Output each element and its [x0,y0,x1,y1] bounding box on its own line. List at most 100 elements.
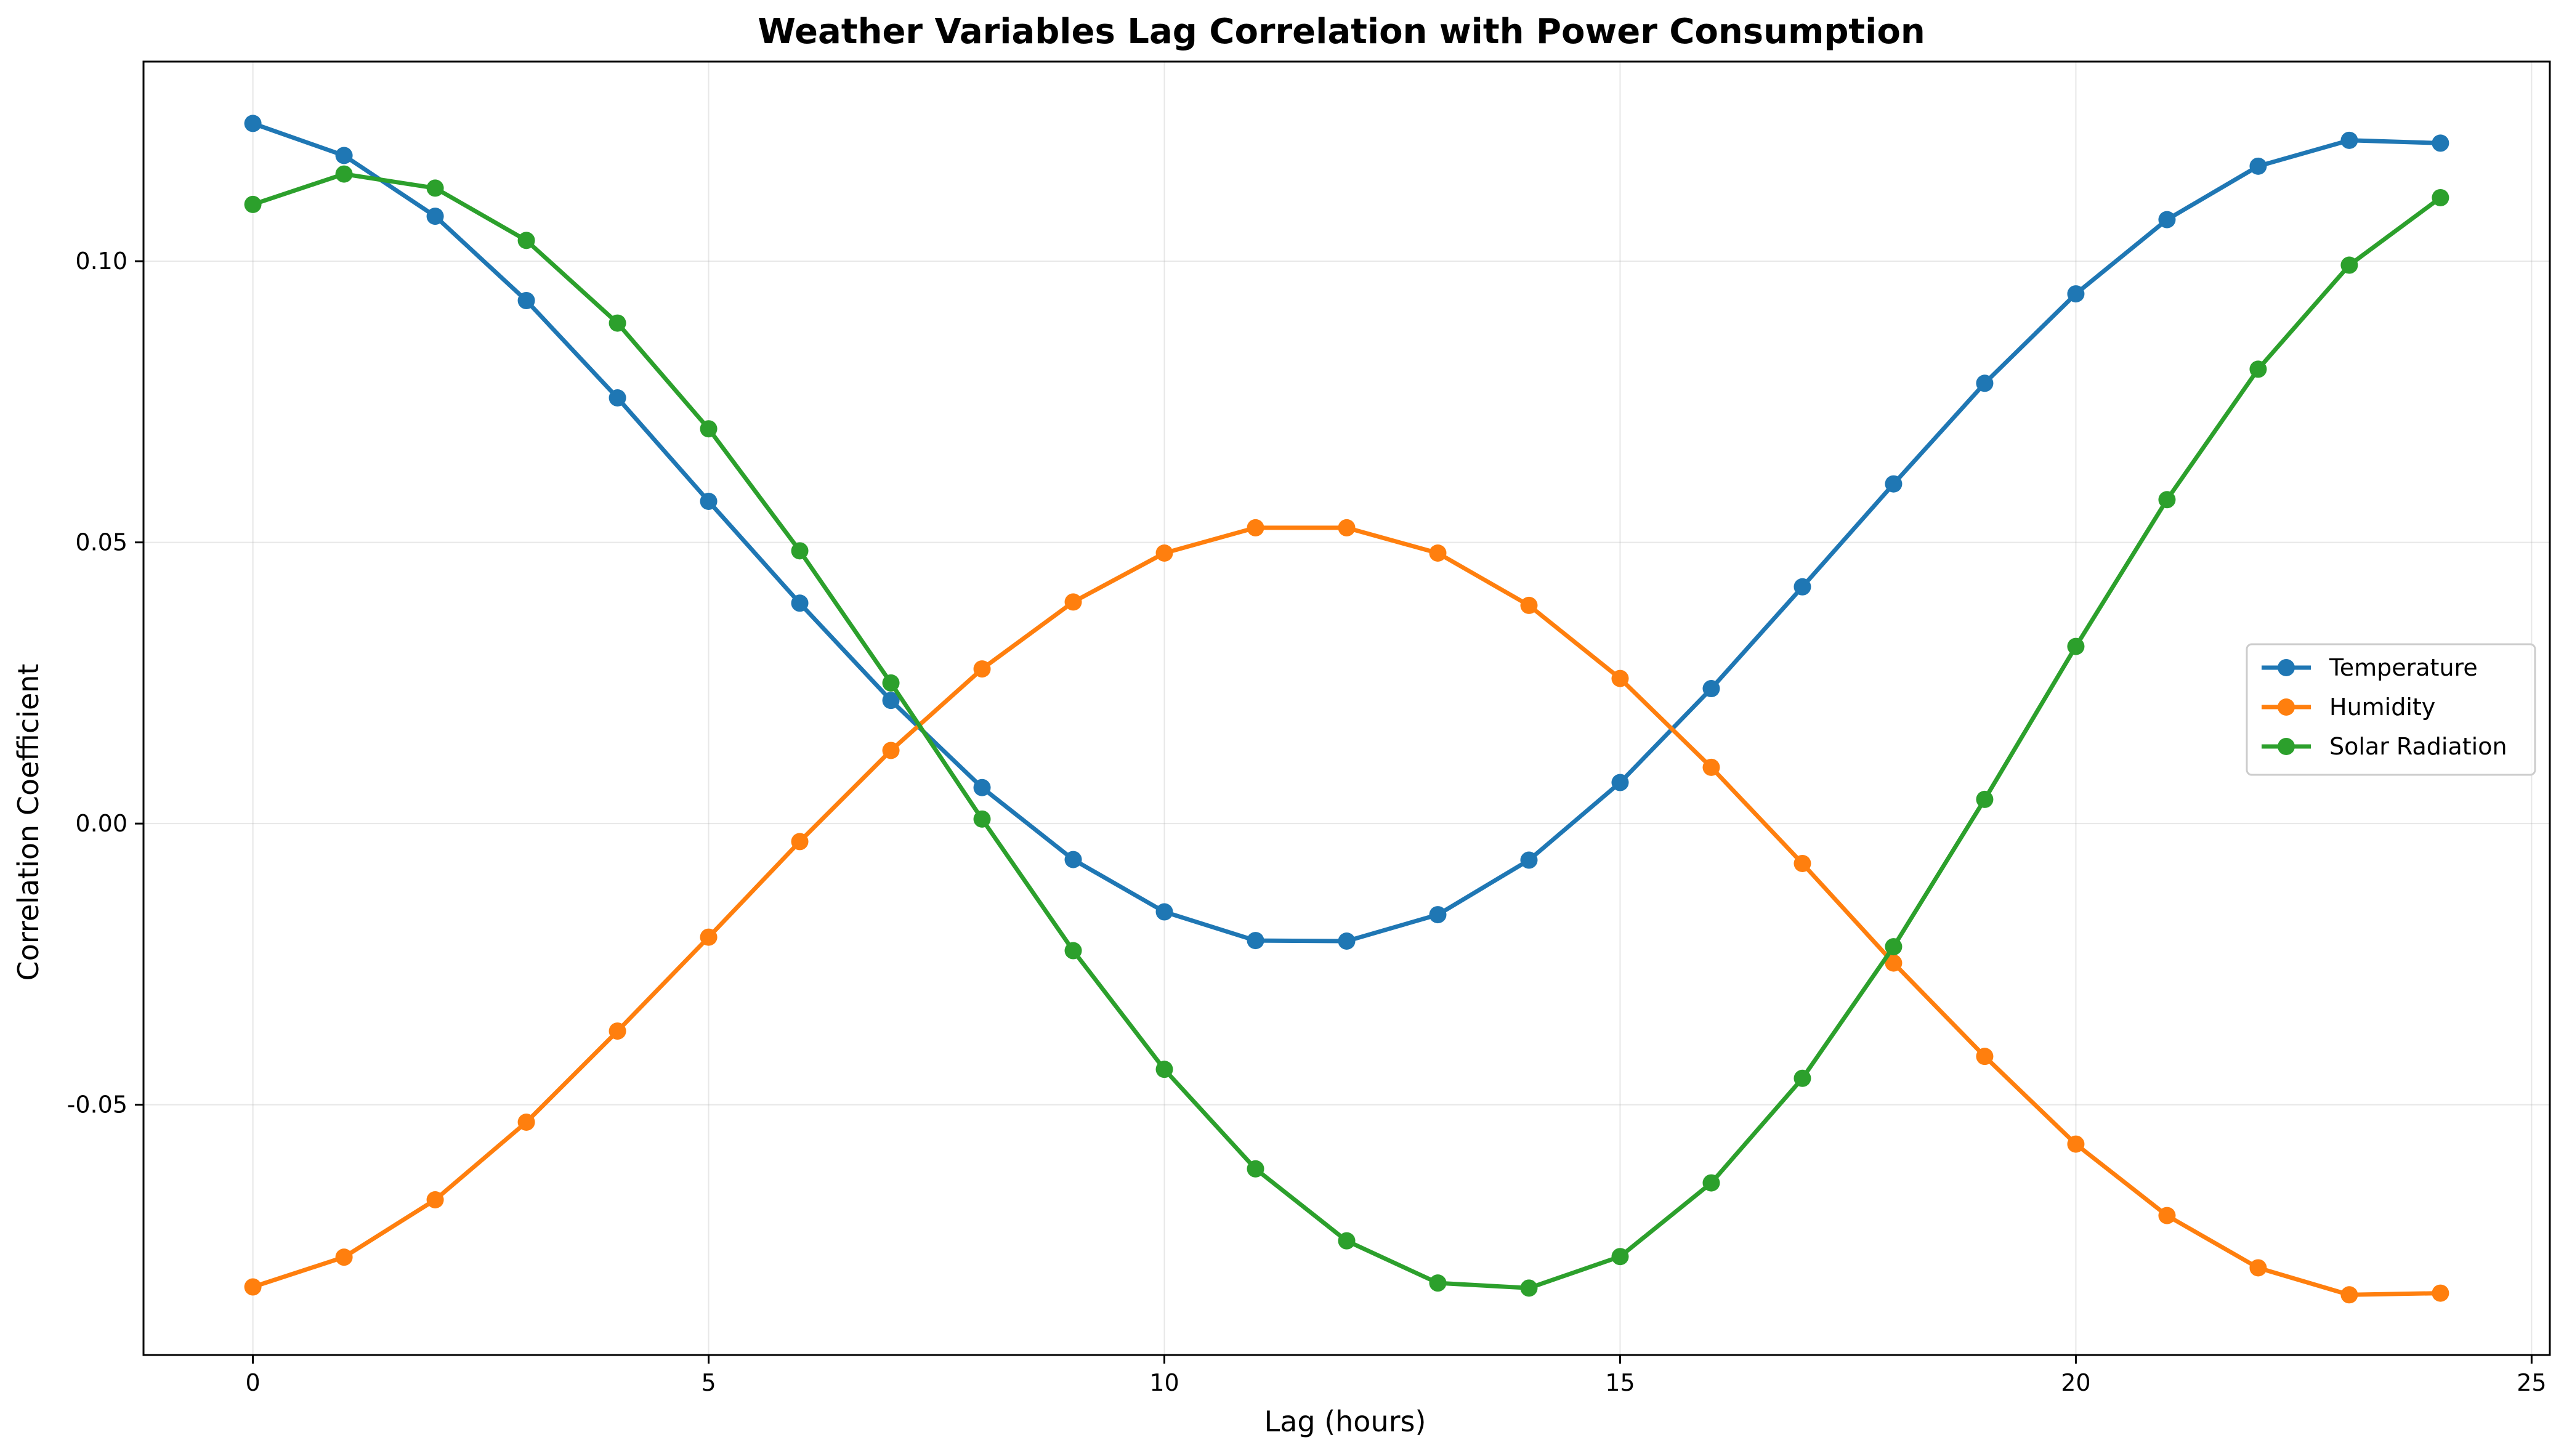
chart-title: Weather Variables Lag Correlation with P… [758,12,1925,52]
data-point-solar-radiation [335,165,353,183]
y-tick-label: 0.05 [75,529,127,556]
data-point-solar-radiation [2067,637,2085,655]
grid [144,62,2550,1355]
data-point-humidity [426,1191,444,1208]
data-point-solar-radiation [517,232,535,249]
x-axis-label: Lag (hours) [1264,1405,1426,1438]
data-point-temperature [426,208,444,225]
data-point-temperature [1885,475,1903,493]
data-point-temperature [791,594,809,612]
data-point-humidity [1520,596,1538,614]
data-point-humidity [1794,855,1811,872]
data-point-temperature [517,292,535,310]
series-temperature [244,115,2449,950]
data-point-solar-radiation [1064,942,1082,960]
legend-label-humidity: Humidity [2329,694,2435,721]
data-point-solar-radiation [2158,491,2176,509]
legend-marker-temperature [2278,659,2295,676]
data-point-solar-radiation [1976,790,1994,808]
plot-frame [142,60,2551,1356]
legend-marker-solar-radiation [2278,738,2295,755]
data-point-humidity [2249,1259,2267,1277]
data-point-solar-radiation [973,810,991,828]
data-point-temperature [1247,932,1264,950]
axis-ticks: 0 5 10 15 20 25 -0.05 0.00 0.05 0.10 [67,248,2547,1396]
data-point-solar-radiation [2432,188,2449,206]
data-point-temperature [2340,131,2358,149]
data-point-temperature [973,779,991,796]
legend-label-temperature: Temperature [2329,654,2478,681]
y-axis-label: Correlation Coefficient [12,664,45,981]
data-point-humidity [1429,544,1447,562]
data-point-humidity [2340,1286,2358,1304]
data-point-temperature [1429,906,1447,924]
data-point-humidity [1611,669,1629,687]
data-point-temperature [882,692,900,710]
legend-label-solar-radiation: Solar Radiation [2329,733,2507,760]
data-point-solar-radiation [1520,1279,1538,1297]
data-point-temperature [1611,774,1629,791]
data-point-solar-radiation [2249,360,2267,378]
data-point-humidity [517,1114,535,1131]
data-point-humidity [700,928,718,946]
data-point-solar-radiation [700,420,718,438]
data-point-temperature [1155,903,1173,921]
data-point-humidity [791,833,809,851]
data-point-humidity [2067,1135,2085,1153]
data-point-temperature [1976,374,1994,392]
data-point-temperature [1338,932,1356,950]
data-point-humidity [335,1248,353,1266]
data-point-temperature [335,147,353,164]
data-point-temperature [1064,851,1082,868]
data-point-solar-radiation [1794,1069,1811,1087]
x-tick-label: 5 [701,1369,716,1396]
x-tick-label: 0 [245,1369,260,1396]
data-point-humidity [1702,758,1720,776]
data-point-humidity [1885,954,1903,972]
data-point-solar-radiation [1611,1248,1629,1266]
data-point-solar-radiation [1155,1061,1173,1078]
data-point-humidity [1064,593,1082,611]
legend: Temperature Humidity Solar Radiation [2246,643,2536,776]
data-point-temperature [1794,578,1811,596]
data-point-temperature [2249,157,2267,175]
series-solar-radiation [244,165,2449,1297]
y-tick-label: 0.10 [75,248,127,275]
data-point-solar-radiation [791,542,809,560]
data-point-humidity [1155,544,1173,562]
x-tick-label: 20 [2061,1369,2090,1396]
data-point-humidity [1338,519,1356,536]
x-tick-label: 25 [2517,1369,2546,1396]
data-point-temperature [1520,851,1538,869]
legend-marker-humidity [2278,698,2295,716]
data-point-temperature [609,389,626,406]
data-point-temperature [244,115,262,132]
series-lines [244,115,2449,1304]
plot-background [144,62,2550,1355]
data-point-solar-radiation [1429,1274,1447,1292]
data-point-humidity [1976,1048,1994,1066]
series-humidity [244,519,2449,1304]
data-point-humidity [1247,519,1264,536]
data-point-temperature [2432,134,2449,152]
data-point-solar-radiation [882,674,900,692]
data-point-humidity [973,660,991,678]
data-point-humidity [2432,1284,2449,1302]
x-tick-label: 10 [1149,1369,1179,1396]
data-point-solar-radiation [426,179,444,197]
data-point-humidity [609,1022,626,1040]
data-point-solar-radiation [1247,1160,1264,1178]
data-point-temperature [2158,211,2176,229]
data-point-solar-radiation [244,195,262,213]
data-point-humidity [244,1278,262,1296]
data-point-solar-radiation [1885,938,1903,956]
legend-box [2246,643,2536,776]
y-tick-label: -0.05 [67,1091,127,1118]
data-point-solar-radiation [1702,1174,1720,1192]
data-point-solar-radiation [2340,256,2358,274]
data-point-humidity [2158,1207,2176,1224]
y-tick-label: 0.00 [75,810,127,837]
plot-area [144,62,2550,1355]
x-tick-label: 15 [1605,1369,1635,1396]
